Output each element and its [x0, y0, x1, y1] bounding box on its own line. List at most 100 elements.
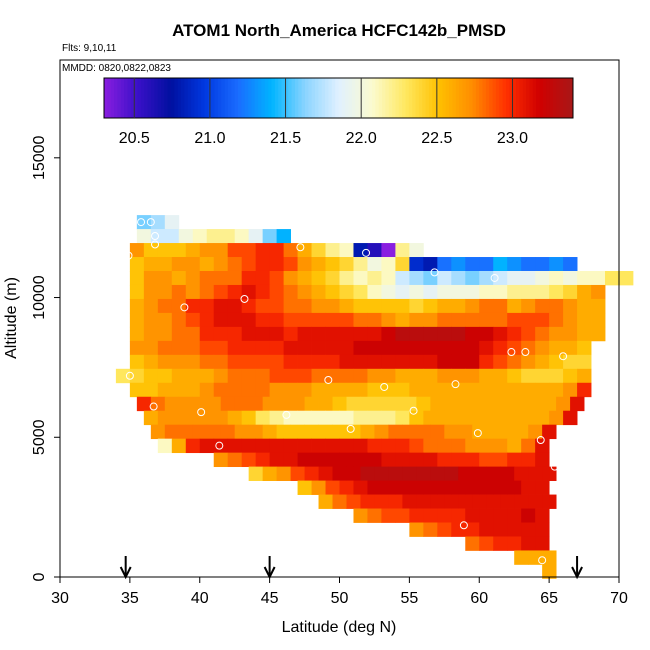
heatmap-cell	[353, 438, 368, 454]
heatmap-cell	[381, 508, 396, 523]
heatmap-cell	[535, 312, 550, 328]
heatmap-cell	[192, 229, 208, 244]
heatmap-cell	[269, 257, 285, 272]
heatmap-cell	[479, 340, 494, 356]
heatmap-cell	[381, 326, 396, 342]
heatmap-cell	[325, 410, 340, 426]
heatmap-cell	[451, 257, 466, 272]
heatmap-cell	[479, 536, 494, 551]
heatmap-cell	[381, 298, 396, 314]
heatmap-cell	[591, 312, 606, 328]
sample-point	[240, 294, 249, 303]
heatmap-cell	[199, 298, 215, 314]
heatmap-cell	[171, 354, 187, 370]
colorbar-segment	[489, 78, 494, 118]
heatmap-cell	[213, 382, 229, 398]
heatmap-cell	[465, 368, 480, 384]
heatmap-cell	[283, 257, 298, 272]
heatmap-cell	[311, 326, 326, 342]
colorbar-segment	[284, 78, 289, 118]
heatmap-cell	[311, 438, 326, 454]
colorbar-segment	[134, 78, 138, 118]
heatmap-cell	[570, 396, 585, 412]
colorbar-segment	[546, 78, 551, 118]
heatmap-cell	[507, 480, 522, 495]
sample-point	[362, 248, 371, 257]
colorbar-segment	[502, 78, 507, 118]
heatmap-cell	[199, 270, 215, 286]
heatmap-cell	[241, 284, 257, 300]
colorbar-segment	[274, 78, 279, 118]
heatmap-cell	[458, 396, 473, 412]
heatmap-cell	[563, 270, 578, 286]
heatmap-cell	[304, 396, 319, 412]
colorbar-segment	[217, 78, 222, 118]
heatmap-cell	[367, 298, 382, 314]
colorbar-segment	[177, 78, 182, 118]
heatmap-cell	[465, 298, 480, 314]
heatmap-cell	[577, 340, 592, 356]
heatmap-cell	[486, 424, 501, 440]
heatmap-cell	[451, 480, 466, 495]
heatmap-cell	[192, 396, 208, 412]
colorbar-segment	[321, 78, 326, 118]
heatmap-cell	[185, 257, 201, 272]
heatmap-cell	[535, 284, 550, 300]
heatmap-cell	[213, 368, 229, 384]
heatmap-cell	[248, 424, 264, 440]
heatmap-cell	[465, 536, 480, 551]
x-axis-label: Latitude (deg N)	[282, 619, 397, 636]
heatmap-cell	[171, 368, 187, 384]
heatmap-cell	[353, 340, 368, 356]
heatmap-cell	[472, 466, 487, 481]
heatmap-cell	[269, 312, 285, 328]
heatmap-cell	[325, 257, 340, 272]
heatmap-cell	[465, 326, 480, 342]
heatmap-cell	[521, 508, 536, 523]
sample-point	[459, 521, 468, 530]
heatmap-cell	[500, 466, 515, 481]
heatmap-cell	[206, 424, 222, 440]
heatmap-cell	[311, 243, 326, 258]
heatmap-cell	[465, 480, 480, 495]
heatmap-cell	[150, 424, 166, 440]
colorbar-segment	[238, 78, 242, 118]
heatmap-cell	[255, 270, 271, 286]
heatmap-cell	[227, 326, 243, 342]
heatmap-cell	[493, 452, 508, 468]
heatmap-cell	[255, 382, 271, 398]
heatmap-cell	[185, 284, 201, 300]
heatmap-cell	[290, 396, 305, 412]
heatmap-cells	[115, 215, 634, 579]
heatmap-cell	[227, 382, 243, 398]
x-tick-label: 45	[261, 590, 279, 607]
sample-point	[197, 408, 206, 417]
sample-point	[521, 348, 530, 357]
heatmap-cell	[563, 382, 578, 398]
heatmap-cell	[269, 243, 285, 258]
heatmap-cell	[325, 326, 340, 342]
heatmap-cell	[423, 480, 438, 495]
heatmap-cell	[332, 494, 347, 509]
heatmap-cell	[535, 410, 550, 426]
heatmap-cell	[269, 340, 285, 356]
heatmap-cell	[437, 452, 452, 468]
heatmap-cell	[325, 284, 340, 300]
heatmap-cell	[451, 438, 466, 454]
heatmap-cell	[493, 480, 508, 495]
x-tick-label: 40	[191, 590, 209, 607]
colorbar-segment	[445, 78, 450, 118]
heatmap-cell	[514, 466, 529, 481]
colorbar-segment	[469, 78, 473, 118]
heatmap-cell	[276, 424, 291, 440]
heatmap-cell	[423, 326, 438, 342]
heatmap-cell	[339, 438, 354, 454]
heatmap-cell	[451, 508, 466, 523]
heatmap-cell	[521, 340, 536, 356]
heatmap-cell	[367, 368, 382, 384]
heatmap-cell	[465, 270, 480, 286]
heatmap-cell	[416, 396, 431, 412]
heatmap-cell	[227, 438, 243, 454]
colorbar-segment	[291, 78, 296, 118]
sample-point	[282, 410, 291, 419]
